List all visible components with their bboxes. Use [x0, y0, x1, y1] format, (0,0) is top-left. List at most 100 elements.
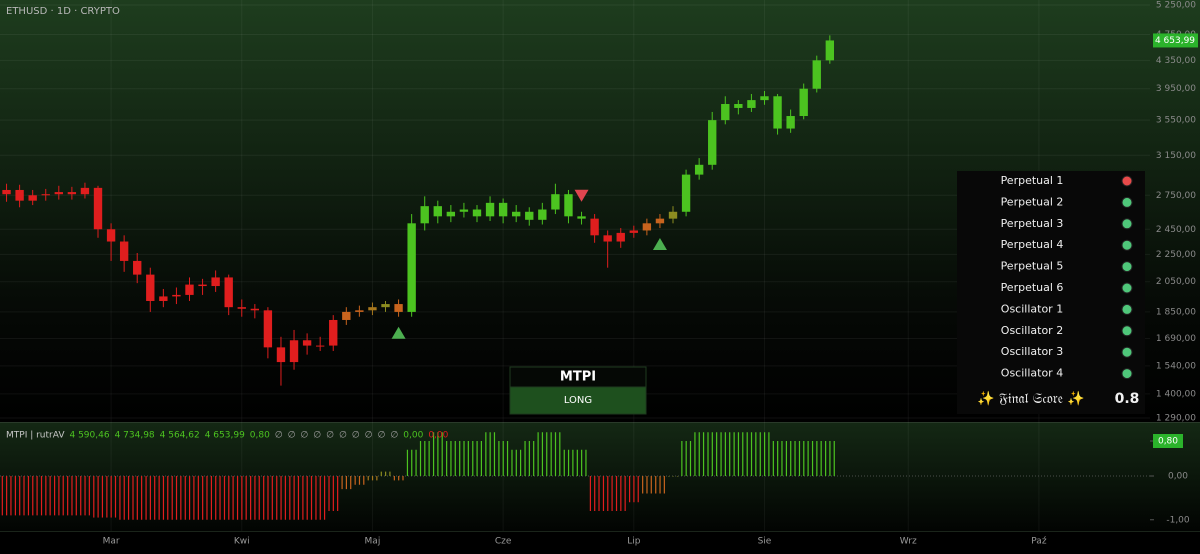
y-tick-label: 4 350,00 — [1156, 56, 1196, 66]
osc-bar — [781, 441, 783, 476]
osc-bar — [607, 476, 609, 511]
osc-bar — [803, 441, 805, 476]
osc-bar — [437, 432, 439, 476]
candle-body — [708, 120, 717, 165]
candle-body — [41, 194, 50, 196]
x-tick-label: Mar — [103, 537, 120, 547]
candle-body — [302, 340, 312, 346]
osc-legend-value: ∅ — [301, 431, 309, 441]
osc-bar — [32, 476, 34, 516]
osc-bar — [432, 432, 435, 476]
signal-marker — [652, 238, 667, 251]
candle-body — [407, 223, 416, 312]
osc-bar — [602, 476, 605, 511]
y-tick-label: 3 550,00 — [1156, 116, 1196, 126]
status-dot — [1121, 325, 1133, 337]
candle-body — [525, 211, 534, 220]
osc-bar — [10, 476, 12, 516]
osc-legend-value: 0,00 — [403, 431, 423, 441]
osc-bar — [84, 476, 86, 516]
osc-bar — [589, 476, 591, 511]
osc-bar — [694, 432, 696, 476]
osc-legend-value: ∅ — [365, 431, 373, 441]
candle-body — [681, 174, 691, 212]
candle-body — [825, 40, 835, 61]
row-name: Perpetual 1 — [1001, 174, 1064, 187]
osc-bar — [524, 441, 526, 476]
osc-bar — [302, 476, 304, 520]
candle-body — [446, 211, 456, 217]
last-price-label: 4 653,99 — [1155, 36, 1195, 46]
osc-legend-value: 0,80 — [250, 431, 270, 441]
osc-bar — [154, 476, 156, 520]
candle-body — [224, 277, 233, 308]
osc-bar — [223, 476, 226, 520]
osc-legend-value: ∅ — [352, 431, 360, 441]
candle-body — [603, 235, 612, 242]
osc-bar — [454, 441, 456, 476]
osc-bar — [71, 476, 73, 516]
signal-marker — [391, 326, 406, 339]
osc-bar — [175, 476, 178, 520]
osc-bar — [206, 476, 208, 520]
candle-body — [694, 164, 704, 175]
candle-body — [577, 216, 586, 219]
candle-body — [459, 209, 469, 212]
osc-legend-value: ∅ — [339, 431, 347, 441]
candle-body — [368, 307, 377, 311]
osc-bar — [702, 432, 705, 476]
osc-bar — [363, 476, 365, 485]
osc-bar — [833, 441, 835, 476]
y-tick-label: 5 250,00 — [1156, 1, 1196, 11]
osc-bar — [528, 441, 530, 476]
candle-body — [433, 206, 442, 217]
osc-bar — [149, 476, 151, 520]
candle-body — [28, 195, 37, 201]
osc-bar — [820, 441, 822, 476]
osc-bar — [136, 476, 138, 520]
osc-bar — [707, 432, 709, 476]
candle-body — [355, 310, 364, 312]
osc-bar — [480, 441, 483, 476]
osc-bar — [197, 476, 199, 520]
osc-bar — [742, 432, 744, 476]
candle-body — [773, 96, 782, 129]
osc-bar — [685, 441, 687, 476]
candle-body — [211, 277, 220, 287]
osc-bar — [119, 476, 121, 520]
row-name: Oscillator 2 — [1001, 324, 1063, 337]
osc-legend-value: ∅ — [390, 431, 398, 441]
status-dot — [1121, 239, 1133, 251]
osc-bar — [446, 441, 448, 476]
osc-bar — [659, 476, 661, 494]
candle-body — [315, 345, 325, 347]
osc-bar — [398, 476, 400, 481]
final-score: 0.8 — [1115, 391, 1140, 407]
candle-body — [629, 230, 638, 233]
x-tick-label: Wrz — [900, 537, 917, 547]
osc-bar — [511, 449, 513, 476]
osc-bar — [825, 441, 827, 476]
y-tick-label: 1 290,00 — [1156, 414, 1196, 424]
osc-bar — [254, 476, 256, 520]
candle-body — [172, 294, 181, 297]
candle-body — [799, 88, 808, 117]
osc-bar — [236, 476, 239, 520]
osc-bar — [698, 432, 700, 476]
osc-bar — [567, 449, 570, 476]
y-tick-label: 3 950,00 — [1156, 84, 1196, 94]
osc-bar — [676, 476, 679, 477]
osc-bar — [467, 441, 469, 476]
candle-body — [655, 218, 665, 224]
candle-body — [237, 307, 246, 309]
osc-bar — [297, 476, 300, 520]
osc-bar — [110, 476, 112, 518]
osc-bar — [123, 476, 125, 520]
osc-bar — [380, 471, 382, 476]
osc-bar — [559, 432, 561, 476]
osc-bar — [576, 449, 578, 476]
osc-bar — [393, 476, 395, 481]
osc-bar — [245, 476, 247, 520]
row-name: Oscillator 3 — [1001, 345, 1063, 358]
